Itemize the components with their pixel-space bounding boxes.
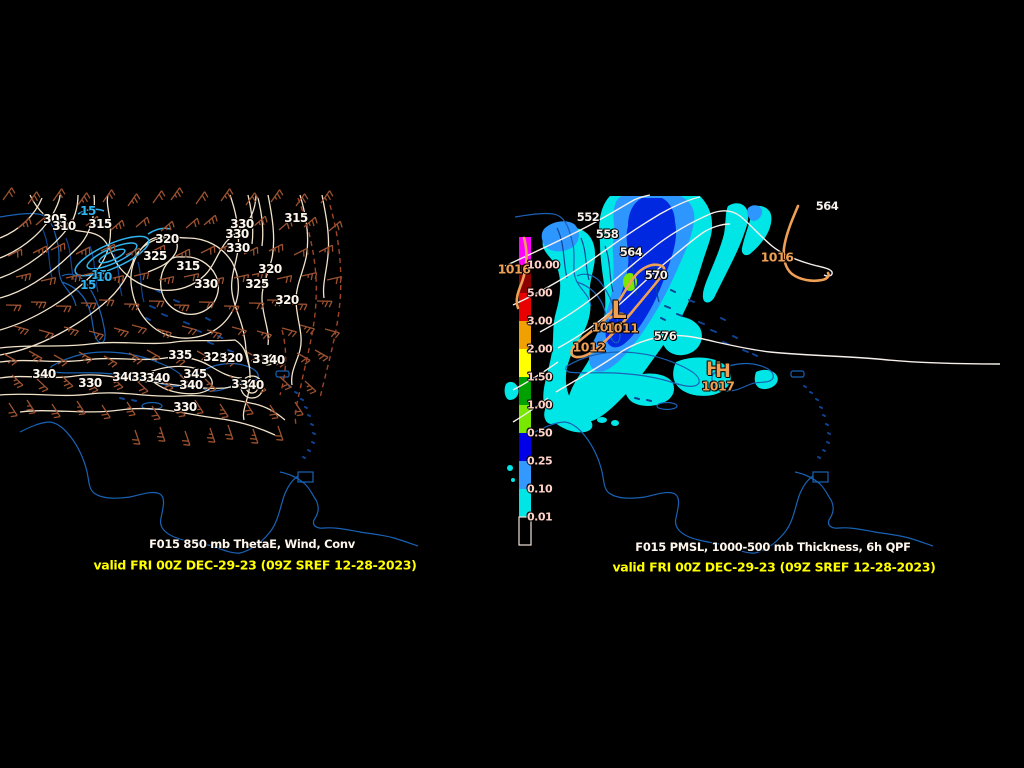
qpf-scale-value: 10.00 (527, 258, 560, 272)
left-label-330: 330 (230, 217, 254, 231)
qpf-scale-value: 3.00 (527, 314, 553, 328)
left-label-320: 320 (275, 293, 299, 307)
left-label-330: 330 (78, 376, 102, 390)
left-label-10: 10 (96, 270, 112, 284)
left-label-335: 335 (131, 370, 155, 384)
right-panel-title: F015 PMSL, 1000-500 mb Thickness, 6h QPF (635, 540, 911, 554)
left-label-330: 330 (173, 400, 197, 414)
right-label-H: H (715, 360, 731, 382)
left-label-320: 320 (258, 262, 282, 276)
left-panel-valid-time: valid FRI 00Z DEC-29-23 (09Z SREF 12-28-… (93, 557, 417, 573)
left-label-340: 340 (146, 371, 170, 385)
pmsl-isobars (515, 204, 830, 359)
left-label-335: 335 (168, 348, 192, 362)
right-label-564: 564 (815, 199, 839, 213)
left-label-325: 325 (245, 277, 269, 291)
right-label-576: 576 (653, 329, 677, 343)
divergence-dashed-contours (279, 197, 342, 426)
left-label-325: 325 (203, 350, 227, 364)
left-label-320: 320 (219, 351, 243, 365)
qpf-colorbar (518, 237, 532, 546)
right-label-1016: 1016 (497, 261, 531, 277)
right-label-558: 558 (595, 227, 619, 241)
qpf-shading (504, 196, 778, 482)
right-panel-valid-time: valid FRI 00Z DEC-29-23 (09Z SREF 12-28-… (612, 559, 936, 575)
left-label-330: 330 (194, 277, 218, 291)
left-label-330: 330 (226, 241, 250, 255)
right-label-1011: 1011 (605, 320, 639, 336)
qpf-scale-value: 0.50 (527, 426, 553, 440)
left-label-15: 15 (80, 204, 96, 218)
qpf-scale-value: 1.50 (527, 370, 553, 384)
left-label-310: 310 (52, 219, 76, 233)
left-label-320: 320 (155, 232, 179, 246)
right-label-570: 570 (644, 268, 668, 282)
left-label-340: 340 (112, 370, 136, 384)
left-label-330: 330 (225, 227, 249, 241)
right-label-564: 564 (619, 245, 643, 259)
right-label-1011: 1011 (591, 319, 625, 335)
right-label-H: H (706, 358, 722, 380)
thickness-contours (504, 194, 1001, 423)
qpf-scale-value: 1.00 (527, 398, 553, 412)
left-label-340: 340 (179, 378, 203, 392)
qpf-scale-value: 5.00 (527, 286, 553, 300)
left-label-345: 345 (183, 367, 207, 381)
qpf-scale-value: 0.01 (527, 510, 553, 524)
left-label-340: 340 (261, 353, 285, 367)
left-label-340: 340 (240, 378, 264, 392)
convergence-contours (74, 208, 171, 277)
left-label-305: 305 (43, 212, 67, 226)
left-label-325: 325 (143, 249, 167, 263)
left-panel-title: F015 850 mb ThetaE, Wind, Conv (149, 537, 355, 551)
right-label-1012: 1012 (572, 339, 606, 355)
qpf-scale-value: 0.10 (527, 482, 553, 496)
left-label-15: 15 (80, 278, 96, 292)
right-label-1016: 1016 (760, 249, 794, 265)
left-label-315: 315 (176, 259, 200, 273)
right-label-552: 552 (576, 210, 600, 224)
left-label-15: 15 (91, 268, 107, 282)
left-label-330: 330 (231, 377, 255, 391)
qpf-scale-value: 2.00 (527, 342, 553, 356)
right-label-1017: 1017 (701, 378, 735, 394)
left-label-315: 315 (88, 217, 112, 231)
left-label-315: 315 (284, 211, 308, 225)
qpf-scale-value: 0.25 (527, 454, 553, 468)
left-label-330: 330 (252, 352, 276, 366)
left-label-340: 340 (32, 367, 56, 381)
right-label-L: L (611, 296, 627, 324)
wind-barbs (2, 187, 343, 446)
